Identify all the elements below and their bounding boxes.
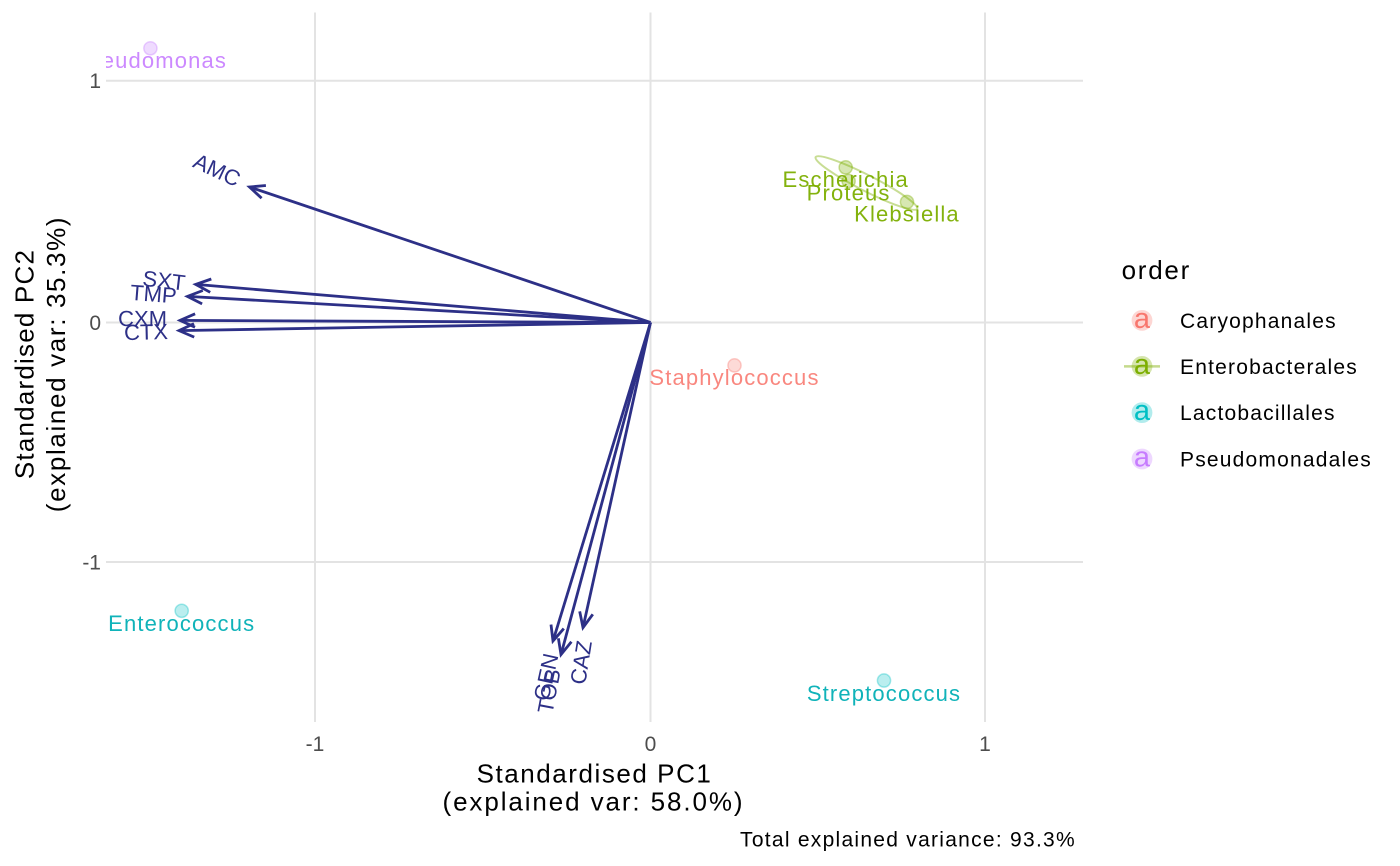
svg-text:Standardised PC2: Standardised PC2 (10, 249, 40, 479)
svg-text:a: a (1134, 395, 1151, 427)
svg-text:CTX: CTX (124, 319, 169, 345)
svg-text:a: a (1134, 442, 1151, 474)
svg-text:SXT: SXT (141, 266, 186, 296)
svg-text:(explained var: 58.0%): (explained var: 58.0%) (443, 787, 745, 817)
svg-text:Staphylococcus: Staphylococcus (649, 365, 819, 390)
svg-text:Streptococcus: Streptococcus (807, 681, 961, 706)
svg-text:Standardised PC1: Standardised PC1 (477, 759, 713, 789)
svg-text:Escherichia: Escherichia (783, 167, 909, 192)
svg-text:(explained var: 35.3%): (explained var: 35.3%) (41, 216, 71, 512)
svg-text:a: a (1134, 303, 1151, 335)
svg-text:a: a (1134, 349, 1151, 381)
svg-text:Enterobacterales: Enterobacterales (1180, 356, 1358, 379)
svg-text:0: 0 (89, 312, 101, 335)
svg-text:CXM: CXM (118, 306, 167, 331)
svg-text:Pseudomonas: Pseudomonas (74, 48, 227, 73)
svg-text:Enterococcus: Enterococcus (108, 611, 255, 636)
svg-text:0: 0 (645, 733, 657, 756)
svg-text:-1: -1 (306, 733, 325, 756)
svg-text:-1: -1 (82, 552, 101, 575)
svg-text:Total explained variance: 93.3: Total explained variance: 93.3% (740, 829, 1076, 852)
svg-text:1: 1 (979, 733, 991, 756)
svg-text:Pseudomonadales: Pseudomonadales (1180, 449, 1372, 472)
svg-text:order: order (1122, 255, 1191, 285)
svg-text:Lactobacillales: Lactobacillales (1180, 402, 1336, 425)
svg-text:1: 1 (89, 70, 101, 93)
svg-text:Caryophanales: Caryophanales (1180, 310, 1337, 333)
svg-text:Klebsiella: Klebsiella (854, 202, 960, 227)
svg-text:Proteus: Proteus (807, 181, 891, 206)
svg-text:TMP: TMP (129, 280, 177, 309)
